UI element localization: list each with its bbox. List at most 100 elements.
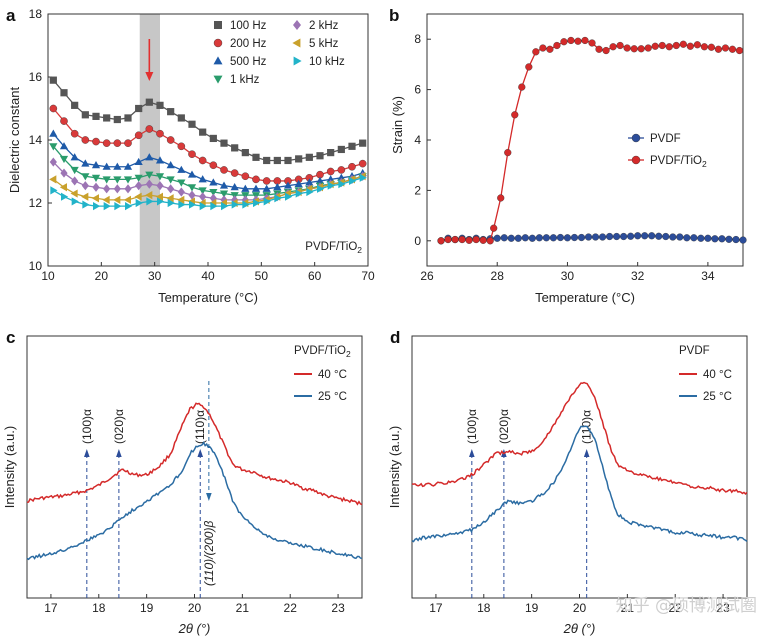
- a-data-point: [92, 112, 100, 120]
- b-data-point: [721, 44, 730, 52]
- a-data-point: [60, 168, 68, 178]
- b-data-point: [514, 234, 522, 242]
- a-data-point: [178, 200, 186, 209]
- a-data-point: [145, 98, 153, 106]
- b-data-point: [560, 38, 568, 46]
- a-data-point: [157, 197, 165, 206]
- b-data-point: [528, 234, 536, 242]
- c-legend-title-sub: 2: [346, 349, 351, 359]
- a-data-point: [306, 187, 314, 197]
- b-data-point: [735, 46, 744, 55]
- d-xtick-label: 21: [621, 601, 635, 615]
- b-data-point: [595, 45, 603, 53]
- c-series-line: [26, 402, 363, 506]
- d-legend-label: 25 °C: [703, 391, 732, 403]
- a-data-point: [166, 194, 174, 203]
- a-data-point: [283, 181, 293, 189]
- d-x-axis-label: 2θ (°): [563, 621, 596, 636]
- a-data-point: [209, 161, 218, 169]
- b-data-point: [472, 235, 480, 244]
- a-data-point: [273, 183, 282, 191]
- c-peak-arrow: [197, 449, 204, 457]
- b-data-point: [648, 232, 656, 240]
- a-data-point: [295, 155, 303, 163]
- a-data-point: [145, 153, 154, 161]
- b-legend-marker: [631, 155, 641, 165]
- c-plot-frame: [26, 335, 363, 599]
- a-data-point: [59, 142, 69, 150]
- a-data-point: [327, 181, 335, 190]
- b-x-axis-label: Temperature (°C): [535, 290, 635, 305]
- c-xtick-label: 19: [140, 601, 154, 615]
- a-data-point: [252, 153, 260, 161]
- a-data-point: [305, 153, 313, 161]
- a-ytick-label: 10: [29, 259, 43, 273]
- a-legend-label: 500 Hz: [230, 56, 267, 68]
- b-data-point: [511, 111, 519, 119]
- a-legend-marker: [293, 56, 302, 66]
- a-data-point: [81, 173, 90, 181]
- d-peak-label: (020)α: [497, 409, 511, 444]
- a-x-axis-label: Temperature (°C): [158, 290, 258, 305]
- b-data-point: [535, 234, 543, 242]
- c-xtick-label: 22: [284, 601, 298, 615]
- b-data-point: [683, 234, 691, 242]
- a-legend-label: 100 Hz: [230, 20, 267, 32]
- b-data-point: [546, 45, 554, 53]
- a-data-point: [134, 131, 143, 140]
- a-data-point: [209, 134, 217, 143]
- a-data-point: [273, 156, 281, 165]
- a-data-point: [295, 189, 303, 198]
- a-data-point: [91, 161, 101, 169]
- b-data-point: [602, 46, 610, 55]
- a-data-point: [230, 183, 239, 191]
- a-legend-label: 1 kHz: [230, 74, 260, 86]
- a-data-point: [103, 202, 111, 211]
- a-data-point: [61, 192, 69, 201]
- b-data-point: [570, 233, 579, 242]
- b-series-pvdf: [437, 232, 747, 245]
- b-data-point: [525, 63, 533, 71]
- b-data-point: [497, 194, 505, 202]
- b-data-point: [627, 232, 635, 240]
- a-data-point: [124, 139, 132, 147]
- a-legend-marker: [214, 21, 222, 29]
- a-data-point: [189, 200, 197, 209]
- b-legend-marker: [631, 133, 641, 143]
- b-legend-label-sub: 2: [702, 159, 707, 169]
- a-legend-label: 200 Hz: [230, 38, 267, 50]
- a-data-point: [145, 191, 153, 200]
- a-xtick-label: 70: [361, 269, 375, 283]
- a-data-point: [156, 181, 164, 191]
- a-data-point: [70, 189, 78, 198]
- a-data-point: [199, 192, 207, 202]
- b-data-point: [556, 233, 565, 242]
- a-xtick-label: 20: [95, 269, 109, 283]
- a-data-point: [210, 202, 218, 211]
- b-data-point: [553, 41, 561, 50]
- a-legend-marker: [293, 20, 301, 30]
- a-data-point: [274, 194, 282, 203]
- a-data-point: [198, 187, 207, 195]
- a-data-point: [102, 162, 111, 170]
- a-data-point: [134, 192, 142, 201]
- c-xtick-label: 20: [188, 601, 202, 615]
- a-data-point: [348, 142, 356, 150]
- a-data-point: [358, 159, 367, 168]
- a-data-point: [60, 89, 68, 97]
- a-data-point: [145, 125, 154, 133]
- b-data-point: [598, 233, 607, 241]
- a-data-point: [199, 128, 207, 136]
- a-data-point: [81, 192, 89, 201]
- b-data-point: [521, 234, 529, 242]
- b-plot-frame: [426, 13, 744, 267]
- a-data-point: [220, 166, 228, 174]
- b-data-point: [616, 41, 624, 50]
- c-xtick-label: 17: [44, 601, 58, 615]
- b-data-point: [620, 232, 628, 241]
- b-legend-label: PVDF: [650, 133, 681, 145]
- c-peak-label: (100)α: [80, 409, 94, 444]
- b-data-point: [542, 234, 550, 242]
- c-x-axis-label: 2θ (°): [178, 621, 211, 636]
- b-data-point: [679, 40, 687, 48]
